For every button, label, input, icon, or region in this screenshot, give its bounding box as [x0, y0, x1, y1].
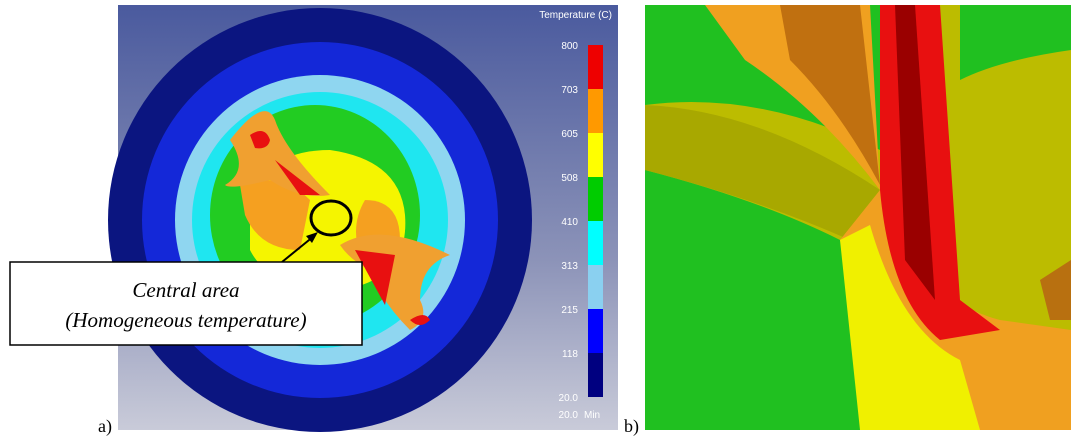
panel-label: b) — [624, 416, 639, 436]
legend-tick: 800 — [561, 41, 578, 52]
callout-line: Central area — [132, 278, 239, 302]
legend-tick: 605 — [561, 129, 578, 140]
legend-tick: 410 — [561, 217, 578, 228]
callout-box — [10, 262, 362, 345]
colorbar-segment — [588, 177, 603, 221]
legend-min-text: Min — [584, 410, 600, 421]
panel-label: a) — [98, 416, 112, 436]
colorbar-segment — [588, 45, 603, 89]
colorbar-segment — [588, 353, 603, 397]
colorbar-segment — [588, 89, 603, 133]
legend-tick: 703 — [561, 85, 578, 96]
panel-a: Temperature (C) 800 703 605 508 410 313 … — [10, 5, 618, 436]
colorbar-segment — [588, 265, 603, 309]
figure: Temperature (C) 800 703 605 508 410 313 … — [0, 0, 1071, 436]
legend-tick: 20.0 — [559, 393, 579, 404]
colorbar-segment — [588, 221, 603, 265]
legend-title: Temperature (C) — [539, 10, 612, 21]
colorbar-segment — [588, 133, 603, 177]
colorbar-segment — [588, 309, 603, 353]
panel-b: b) — [624, 5, 1071, 436]
legend-tick: 118 — [562, 349, 578, 360]
callout-line: (Homogeneous temperature) — [65, 308, 306, 332]
legend-tick: 508 — [561, 173, 578, 184]
legend-tick: 215 — [561, 305, 578, 316]
legend-tick: 313 — [561, 261, 578, 272]
legend-min-value: 20.0 — [559, 410, 579, 421]
